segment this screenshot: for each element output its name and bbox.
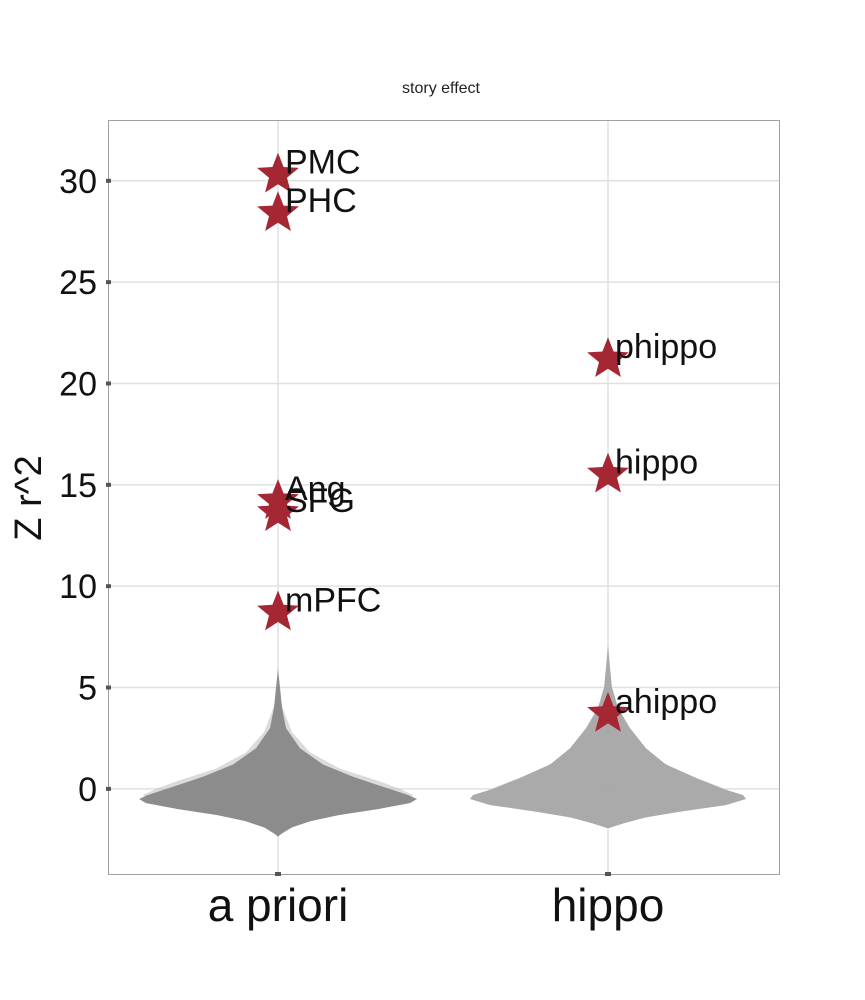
star-marker bbox=[257, 590, 299, 631]
y-tick-label: 0 bbox=[78, 771, 97, 809]
y-axis-label: Z r^2 bbox=[8, 455, 50, 540]
point-label: phippo bbox=[615, 328, 717, 366]
chart-title: story effect bbox=[402, 80, 481, 97]
violin-hippo bbox=[470, 645, 746, 829]
point-label: PHC bbox=[285, 182, 357, 220]
star-marker bbox=[587, 337, 629, 377]
x-tick-label: a priori bbox=[208, 879, 349, 931]
violin-a-priori bbox=[139, 669, 417, 837]
plot-panel bbox=[108, 120, 780, 875]
star-marker bbox=[257, 191, 299, 231]
y-axis: 0 5 10 15 20 25 30 bbox=[59, 163, 111, 809]
point-label: hippo bbox=[615, 444, 698, 482]
grid bbox=[109, 120, 779, 874]
star-marker bbox=[257, 491, 299, 531]
star-marker bbox=[587, 691, 629, 732]
y-tick-label: 20 bbox=[59, 365, 97, 403]
y-tick-label: 5 bbox=[78, 670, 97, 708]
point-label: PMC bbox=[285, 144, 361, 182]
violins bbox=[139, 645, 746, 837]
point-label: SFG bbox=[285, 482, 355, 520]
point-label: ahippo bbox=[615, 683, 717, 721]
y-tick-label: 25 bbox=[59, 264, 97, 302]
y-tick-label: 30 bbox=[59, 163, 97, 201]
y-tick-label: 15 bbox=[59, 467, 97, 505]
star-marker bbox=[257, 152, 299, 193]
star-marker bbox=[587, 452, 629, 493]
x-tick-label: hippo bbox=[552, 879, 665, 931]
point-label: Ang bbox=[285, 470, 346, 508]
x-axis: a priori hippo bbox=[208, 872, 665, 931]
y-tick-label: 10 bbox=[59, 568, 97, 606]
point-label: mPFC bbox=[285, 582, 381, 620]
